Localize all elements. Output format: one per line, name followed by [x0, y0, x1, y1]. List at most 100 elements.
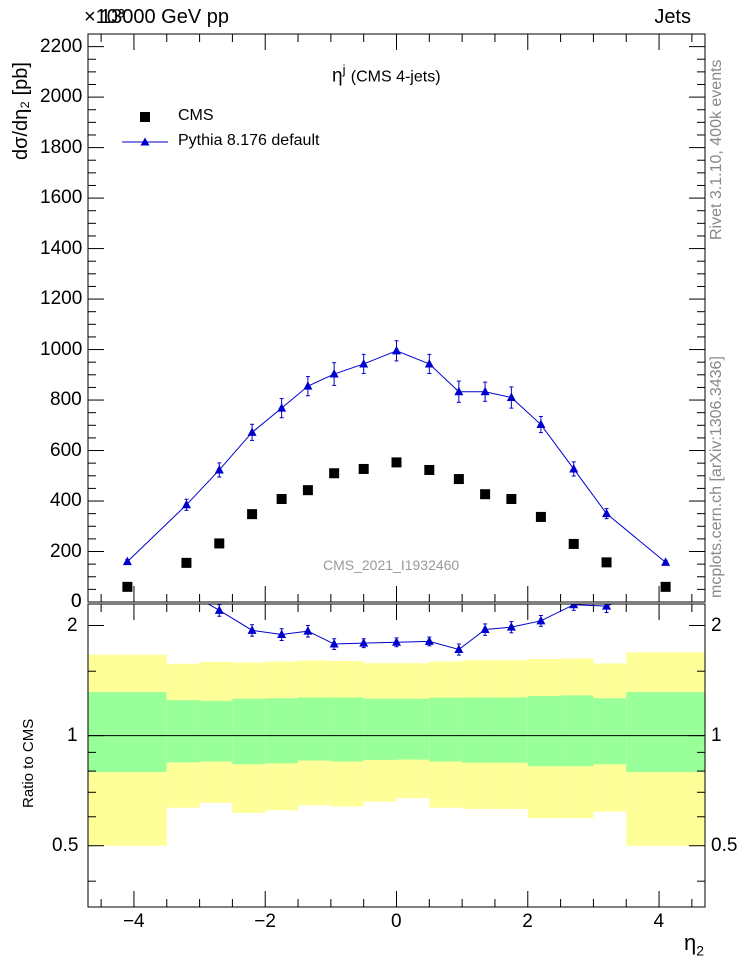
- header-left-label: 13000 GeV pp: [100, 6, 229, 28]
- cms-data-point: [391, 457, 402, 468]
- ratio-series: [207, 604, 614, 656]
- ratio-band-inner: [199, 700, 233, 762]
- ratio-band-inner: [330, 697, 364, 762]
- pythia-data-point: [277, 403, 287, 412]
- main-y-tick-label: 200: [50, 540, 82, 562]
- legend-pythia-marker: [140, 137, 150, 146]
- pythia-data-point: [661, 557, 671, 566]
- ratio-series-group: [207, 604, 614, 656]
- ratio-y-axis-title: Ratio to CMS: [20, 718, 37, 808]
- ratio-band-inner: [527, 696, 561, 767]
- cms-data-point: [247, 509, 258, 520]
- x-tick-label: −2: [254, 911, 276, 932]
- ratio-data-point: [506, 622, 516, 631]
- ratio-y-tick-label: 2: [67, 614, 78, 636]
- ratio-data-point: [392, 637, 401, 646]
- plot-title-base: η: [332, 65, 343, 87]
- pythia-data-point: [454, 386, 464, 396]
- ratio-data-point: [247, 625, 257, 634]
- pythia-data-point: [602, 508, 612, 518]
- ratio-data-point: [277, 629, 287, 638]
- pythia-data-point: [181, 499, 191, 509]
- x-axis-title-sub: 2: [696, 942, 705, 959]
- main-y-tick-label: 600: [50, 439, 82, 461]
- pythia-data-point: [247, 427, 257, 436]
- plot-title-sup: j: [342, 62, 346, 77]
- main-y-tick-label: 1600: [40, 187, 83, 209]
- plot-title: ηj (CMS 4-jets): [332, 62, 441, 87]
- cms-data-point: [358, 463, 369, 474]
- ratio-data-point: [214, 605, 224, 614]
- main-y-tick-label: 400: [50, 490, 82, 512]
- ratio-data-point: [424, 636, 434, 645]
- ratio-y-tick-label-right: 0.5: [711, 834, 738, 856]
- mcplots-info-label: mcplots.cern.ch [arXiv:1306.3436]: [708, 356, 725, 598]
- ratio-data-point: [359, 638, 369, 647]
- ratio-data-point: [454, 644, 464, 653]
- pythia-data-point: [480, 386, 490, 396]
- ratio-data-point: [303, 626, 313, 635]
- pythia-data-point: [214, 464, 224, 474]
- pythia-data-point: [122, 556, 132, 566]
- cms-data-point: [453, 474, 464, 485]
- pythia-data-point: [359, 358, 369, 368]
- plot-title-rest: (CMS 4-jets): [350, 68, 441, 86]
- cms-data-point: [302, 485, 313, 496]
- ratio-y-tick-label-right: 1: [711, 724, 722, 746]
- main-y-tick-label: 1000: [40, 338, 83, 360]
- legend-pythia-label: Pythia 8.176 default: [178, 132, 320, 149]
- cms-data-point: [122, 581, 133, 592]
- pythia-data-point: [536, 419, 546, 429]
- main-y-tick-label: 2000: [40, 86, 83, 108]
- main-y-tick-label: 0: [71, 591, 82, 612]
- rivet-info-label: Rivet 3.1.10, 400k events: [708, 59, 725, 240]
- ratio-band-inner: [232, 698, 266, 765]
- pythia-data-point: [506, 392, 516, 402]
- analysis-watermark: CMS_2021_I1932460: [323, 557, 460, 573]
- cms-data-point: [276, 494, 287, 505]
- legend-cms-marker: [140, 112, 150, 122]
- ratio-frame: [87, 603, 706, 908]
- main-y-axis-title: dσ/dη₂ [pb]: [10, 62, 32, 160]
- y-scale-exponent: ×10³: [84, 6, 125, 28]
- ratio-band-inner: [166, 700, 200, 763]
- cms-data-point: [601, 557, 612, 568]
- ratio-y-tick-label: 0.5: [52, 834, 79, 856]
- cms-data-point: [424, 464, 435, 475]
- x-tick-label: 2: [522, 911, 533, 932]
- pythia-data-point: [329, 369, 339, 378]
- x-tick-label: 4: [653, 911, 665, 932]
- main-y-tick-label: 800: [50, 389, 82, 411]
- cms-data-point: [535, 511, 546, 522]
- ratio-data-point: [602, 604, 612, 610]
- main-y-tick-label: 1200: [40, 288, 83, 310]
- x-axis-title: η2: [684, 930, 704, 958]
- header-right-label: Jets: [654, 6, 691, 28]
- cms-data-point: [329, 468, 340, 479]
- ratio-band-inner: [626, 692, 705, 773]
- ratio-band-inner: [88, 692, 167, 773]
- ratio-data-point: [536, 615, 546, 625]
- cms-data-point: [506, 494, 517, 505]
- x-tick-label: 0: [391, 911, 402, 932]
- ratio-data-point: [329, 639, 339, 648]
- ratio-band-inner: [265, 698, 299, 764]
- pythia-data-point: [392, 345, 401, 355]
- main-y-tick-label: 2200: [40, 35, 83, 57]
- cms-data-point: [480, 489, 491, 500]
- main-y-tick-label: 1800: [40, 136, 83, 158]
- ratio-band-inner: [560, 695, 594, 767]
- cms-data-point: [568, 538, 579, 549]
- pythia-data-point: [303, 381, 313, 390]
- ratio-data-point: [480, 624, 490, 634]
- x-tick-label: −4: [122, 911, 145, 932]
- legend-cms-label: CMS: [178, 107, 214, 124]
- ratio-axes: [88, 625, 705, 882]
- ratio-data-point: [569, 604, 579, 609]
- ratio-band-inner: [298, 697, 331, 761]
- ratio-band-inner: [363, 698, 397, 760]
- cms-data-point: [181, 557, 192, 568]
- pythia-data-point: [424, 358, 434, 368]
- ratio-band-inner: [494, 697, 528, 763]
